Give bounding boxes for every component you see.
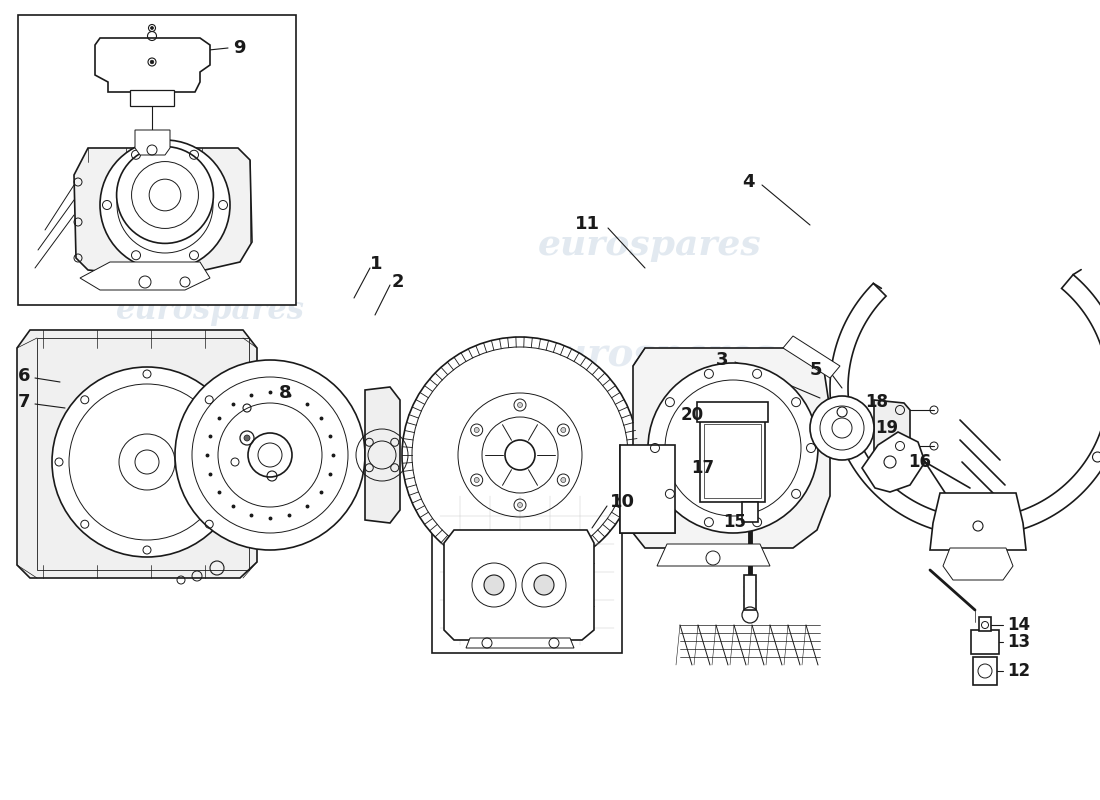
Bar — [700, 420, 764, 502]
Polygon shape — [444, 530, 594, 640]
Text: 14: 14 — [1006, 616, 1030, 634]
Text: 18: 18 — [865, 393, 888, 411]
Text: 10: 10 — [610, 493, 635, 511]
Circle shape — [534, 575, 554, 595]
Text: 8: 8 — [279, 384, 292, 402]
Polygon shape — [95, 38, 210, 92]
Polygon shape — [466, 638, 574, 648]
Polygon shape — [74, 148, 252, 278]
Text: 16: 16 — [908, 453, 931, 471]
Polygon shape — [783, 336, 840, 378]
Text: 3: 3 — [715, 351, 728, 369]
Polygon shape — [135, 130, 170, 155]
Text: 11: 11 — [575, 215, 600, 233]
Bar — [18, 15, 296, 305]
Text: 19: 19 — [874, 419, 898, 437]
Text: 1: 1 — [370, 255, 383, 273]
Bar — [697, 402, 768, 422]
Circle shape — [517, 502, 522, 507]
Bar — [742, 502, 758, 522]
Circle shape — [474, 427, 480, 433]
Text: eurospares: eurospares — [535, 336, 776, 374]
Text: eurospares: eurospares — [538, 228, 762, 262]
Circle shape — [561, 478, 565, 482]
Text: 20: 20 — [681, 406, 704, 424]
Bar — [37, 338, 249, 570]
Polygon shape — [657, 544, 770, 566]
Circle shape — [151, 26, 154, 30]
Circle shape — [52, 367, 242, 557]
Polygon shape — [943, 548, 1013, 580]
Text: 7: 7 — [18, 393, 30, 411]
Circle shape — [402, 337, 638, 573]
Circle shape — [648, 363, 818, 533]
Circle shape — [244, 435, 250, 441]
Polygon shape — [830, 274, 1100, 536]
Bar — [704, 424, 761, 498]
Polygon shape — [80, 262, 210, 290]
Bar — [971, 630, 999, 654]
Polygon shape — [874, 400, 910, 456]
Text: 2: 2 — [392, 273, 405, 291]
Circle shape — [517, 402, 522, 407]
Bar — [979, 617, 991, 631]
Circle shape — [484, 575, 504, 595]
Text: eurospares: eurospares — [116, 294, 305, 326]
Polygon shape — [632, 348, 830, 548]
Polygon shape — [16, 330, 257, 578]
Text: 13: 13 — [1006, 633, 1030, 651]
Polygon shape — [620, 445, 675, 533]
Bar — [130, 90, 174, 106]
Circle shape — [117, 146, 213, 243]
Text: 4: 4 — [742, 173, 755, 191]
Circle shape — [151, 60, 154, 64]
Circle shape — [474, 478, 480, 482]
Circle shape — [175, 360, 365, 550]
Text: 12: 12 — [1006, 662, 1030, 680]
Circle shape — [810, 396, 875, 460]
Polygon shape — [365, 387, 400, 523]
Circle shape — [561, 427, 565, 433]
Bar — [974, 657, 997, 685]
Polygon shape — [930, 493, 1026, 550]
Polygon shape — [862, 432, 925, 492]
Text: 17: 17 — [691, 459, 714, 477]
Circle shape — [100, 140, 230, 270]
Text: 6: 6 — [18, 367, 30, 385]
Bar — [744, 575, 756, 610]
Text: 15: 15 — [723, 513, 746, 531]
Text: 9: 9 — [233, 39, 245, 57]
Text: 5: 5 — [810, 361, 822, 379]
Bar — [432, 488, 622, 653]
